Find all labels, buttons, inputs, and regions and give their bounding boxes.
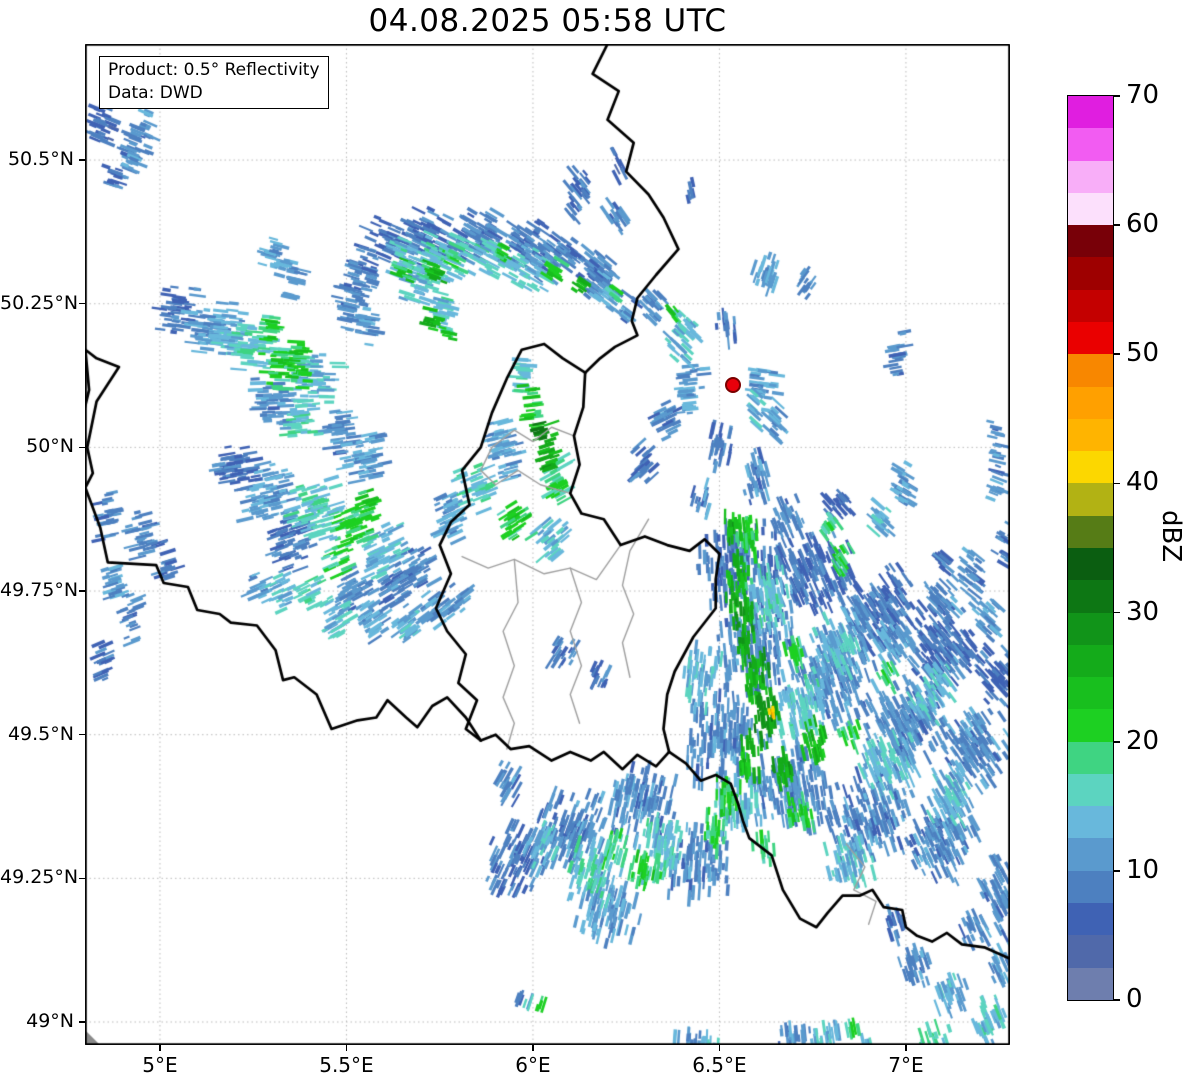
colorbar-band — [1068, 321, 1113, 355]
colorbar-band — [1068, 870, 1113, 904]
y-tick — [79, 1021, 85, 1023]
x-tick-label: 5°E — [142, 1053, 178, 1077]
colorbar-tick — [1113, 611, 1120, 614]
y-tick-label: 49°N — [26, 1010, 74, 1032]
y-tick-label: 50°N — [26, 435, 74, 458]
colorbar-tick — [1113, 482, 1120, 485]
y-tick — [79, 159, 85, 161]
colorbar-band — [1068, 451, 1113, 484]
colorbar-band — [1068, 192, 1113, 226]
colorbar-band — [1068, 289, 1113, 322]
product-annotation: Product: 0.5° Reflectivity Data: DWD — [99, 56, 329, 109]
colorbar-band — [1068, 903, 1113, 936]
colorbar-band — [1068, 128, 1113, 161]
colorbar-tick-label: 70 — [1126, 80, 1160, 110]
y-tick-label: 50.5°N — [7, 148, 74, 171]
x-tick-label: 5.5°E — [319, 1053, 374, 1077]
colorbar-axis-label: dBZ — [1156, 510, 1186, 563]
y-tick — [79, 302, 85, 305]
x-tick-label: 7°E — [888, 1053, 924, 1077]
x-tick — [718, 1045, 721, 1051]
colorbar-band — [1068, 515, 1113, 548]
colorbar-band — [1068, 580, 1113, 613]
y-tick-label: 50.25°N — [0, 291, 79, 314]
colorbar-band — [1068, 741, 1113, 774]
colorbar-band — [1068, 806, 1113, 839]
colorbar-tick — [1113, 353, 1120, 356]
figure-title: 04.08.2025 05:58 UTC — [368, 3, 727, 39]
colorbar-tick-label: 60 — [1126, 209, 1160, 240]
colorbar-tick — [1113, 870, 1120, 872]
colorbar-tick-label: 0 — [1126, 984, 1143, 1014]
y-tick-label: 49.5°N — [7, 722, 74, 745]
colorbar-band — [1068, 354, 1113, 387]
product-annotation-line2: Data: DWD — [108, 83, 203, 103]
colorbar — [1067, 95, 1114, 1001]
colorbar-band — [1068, 709, 1113, 742]
colorbar-band — [1068, 547, 1113, 581]
colorbar-band — [1068, 612, 1113, 645]
x-tick — [159, 1045, 161, 1051]
x-tick — [532, 1045, 534, 1051]
colorbar-band — [1068, 483, 1113, 516]
x-tick-label: 6°E — [515, 1053, 551, 1077]
colorbar-tick-label: 20 — [1126, 725, 1160, 756]
colorbar-band — [1068, 935, 1113, 968]
colorbar-band — [1068, 644, 1113, 678]
x-tick — [905, 1045, 907, 1051]
radar-map — [85, 44, 1010, 1045]
colorbar-band — [1068, 160, 1113, 193]
colorbar-band — [1068, 225, 1113, 258]
colorbar-tick-label: 40 — [1126, 467, 1160, 498]
colorbar-tick-label: 10 — [1126, 854, 1160, 885]
radar-site-marker — [724, 377, 741, 394]
colorbar-band — [1068, 257, 1113, 290]
x-tick — [345, 1045, 348, 1051]
colorbar-band — [1068, 96, 1113, 129]
colorbar-tick-label: 30 — [1126, 596, 1160, 627]
product-annotation-line1: Product: 0.5° Reflectivity — [108, 60, 320, 80]
colorbar-band — [1068, 677, 1113, 710]
y-tick — [79, 877, 85, 880]
colorbar-band — [1068, 838, 1113, 871]
y-tick — [79, 590, 85, 592]
y-tick — [79, 446, 85, 449]
radar-map-canvas — [85, 44, 1010, 1045]
y-tick — [79, 733, 85, 736]
colorbar-tick — [1113, 224, 1120, 226]
colorbar-tick — [1113, 740, 1120, 743]
y-tick-label: 49.75°N — [0, 579, 79, 602]
colorbar-band — [1068, 418, 1113, 452]
colorbar-tick — [1113, 95, 1120, 97]
colorbar-tick — [1113, 999, 1120, 1001]
colorbar-tick-label: 50 — [1126, 338, 1160, 369]
colorbar-band — [1068, 773, 1113, 807]
x-tick-label: 6.5°E — [692, 1053, 747, 1077]
colorbar-band — [1068, 386, 1113, 419]
y-tick-label: 49.25°N — [0, 866, 79, 889]
colorbar-band — [1068, 967, 1113, 1000]
